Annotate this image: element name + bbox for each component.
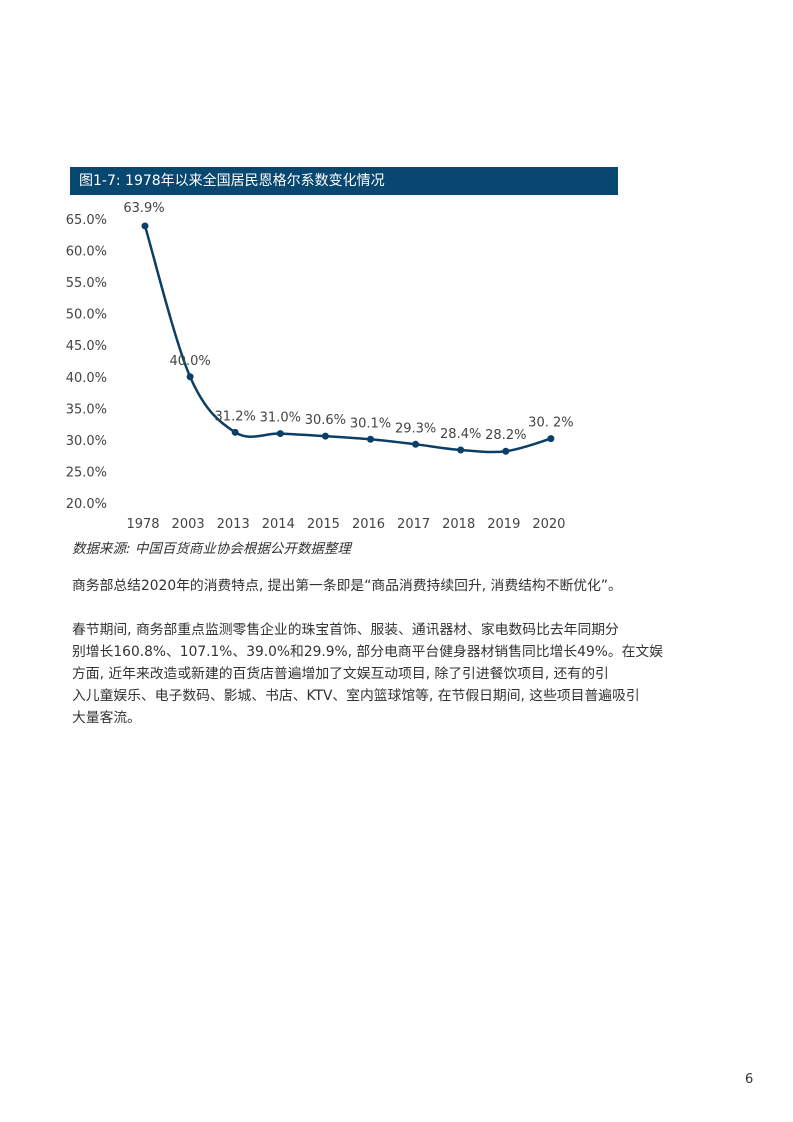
data-point xyxy=(321,432,329,440)
data-point xyxy=(141,222,149,230)
x-tick-label: 2014 xyxy=(262,517,295,532)
data-label: 40.0% xyxy=(169,354,210,369)
data-label: 30. 2% xyxy=(528,416,573,431)
data-label: 31.0% xyxy=(260,411,301,426)
paragraph-2-line-5: 大量客流。 xyxy=(72,710,141,726)
y-tick-label: 50.0% xyxy=(66,308,107,323)
x-tick-label: 2018 xyxy=(442,517,475,532)
y-tick-label: 65.0% xyxy=(66,213,107,228)
data-point xyxy=(186,373,194,381)
y-tick-label: 55.0% xyxy=(66,276,107,291)
y-tick-label: 45.0% xyxy=(66,339,107,354)
engel-coefficient-line-chart: 20.0% 25.0% 30.0% 35.0% 40.0% 45.0% 50.0% 55.0%… xyxy=(66,201,574,532)
page-number: 6 xyxy=(745,1072,754,1087)
data-label: 29.3% xyxy=(395,421,436,436)
data-point xyxy=(276,430,284,438)
paragraph-2-line-2: 别增长160.8%、107.1%、39.0%和29.9%, 部分电商平台健身器材… xyxy=(72,644,664,660)
x-tick-label: 2020 xyxy=(532,517,565,532)
data-point xyxy=(231,428,239,436)
data-point xyxy=(457,446,465,454)
x-tick-label: 2019 xyxy=(487,517,520,532)
paragraph-2-line-3: 方面, 近年来改造或新建的百货店普遍增加了文娱互动项目, 除了引进餐饮项目, 还… xyxy=(72,666,609,682)
data-point xyxy=(502,447,510,455)
chart-source: 数据来源: 中国百货商业协会根据公开数据整理 xyxy=(72,541,351,557)
data-label: 63.9% xyxy=(123,201,164,216)
y-tick-label: 40.0% xyxy=(66,371,107,386)
paragraph-1: 商务部总结2020年的消费特点, 提出第一条即是“商品消费持续回升, 消费结构不… xyxy=(72,578,622,594)
data-label: 30.6% xyxy=(305,413,346,428)
chart-title: 图1-7: 1978年以来全国居民恩格尔系数变化情况 xyxy=(70,167,618,195)
x-tick-label: 1978 xyxy=(126,517,159,532)
series-line xyxy=(143,225,552,454)
data-point xyxy=(547,435,555,443)
x-tick-label: 2016 xyxy=(352,517,385,532)
paragraph-2-line-1: 春节期间, 商务部重点监测零售企业的珠宝首饰、服装、通讯器材、家电数码比去年同期… xyxy=(72,622,619,638)
x-tick-label: 2015 xyxy=(307,517,340,532)
y-tick-label: 60.0% xyxy=(66,245,107,260)
x-tick-label: 2017 xyxy=(397,517,430,532)
data-label: 28.4% xyxy=(440,427,481,442)
x-tick-label: 2013 xyxy=(217,517,250,532)
data-label: 31.2% xyxy=(215,409,256,424)
x-tick-label: 2003 xyxy=(172,517,205,532)
data-label: 28.2% xyxy=(485,428,526,443)
y-tick-label: 35.0% xyxy=(66,402,107,417)
data-point xyxy=(412,440,420,448)
y-tick-label: 25.0% xyxy=(66,465,107,480)
data-label: 30.1% xyxy=(350,416,391,431)
y-tick-label: 30.0% xyxy=(66,434,107,449)
paragraph-2-line-4: 入儿童娱乐、电子数码、影城、书店、KTV、室内篮球馆等, 在节假日期间, 这些项… xyxy=(72,688,640,704)
data-point xyxy=(367,435,374,443)
y-tick-label: 20.0% xyxy=(66,497,107,512)
